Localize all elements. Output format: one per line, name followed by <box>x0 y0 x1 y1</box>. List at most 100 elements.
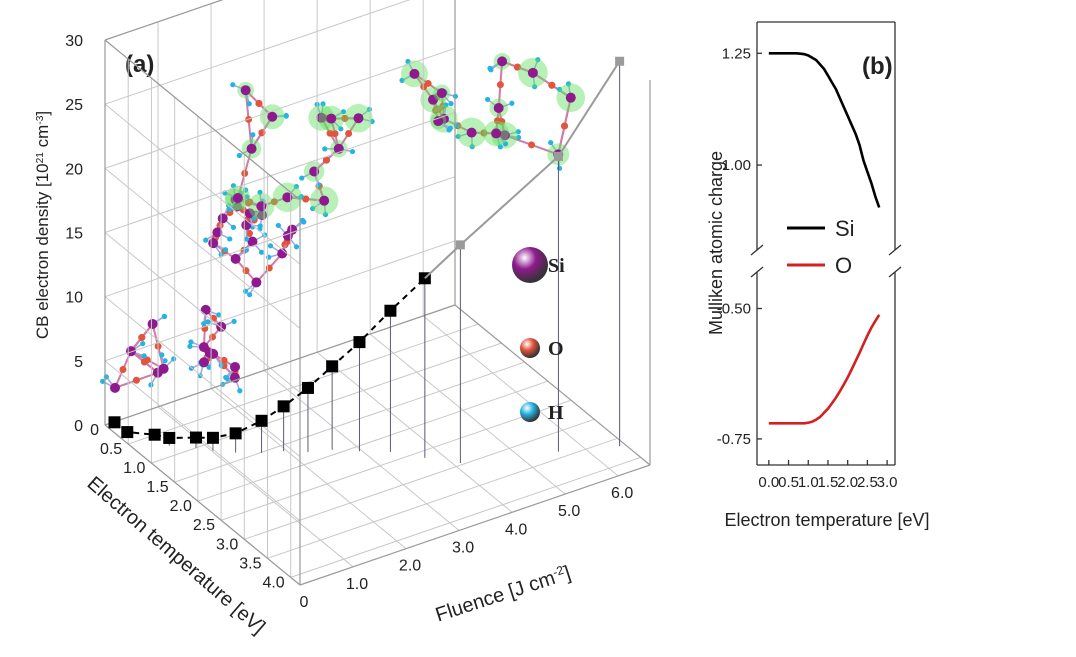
data-point <box>121 426 133 438</box>
z-axis-title-part: -3 <box>35 115 46 124</box>
molecule-atom <box>437 88 447 98</box>
data-point <box>149 429 161 441</box>
molecule-atom <box>326 114 336 124</box>
molecule-atom <box>237 153 242 158</box>
molecule-atom <box>266 264 273 271</box>
molecule-atom <box>223 247 228 252</box>
panel-label: (a) <box>125 51 154 78</box>
y-tick-label: 1.5 <box>146 479 168 496</box>
grid-line <box>423 316 618 476</box>
x-tick-label: 3.0 <box>452 539 474 556</box>
molecule-atom <box>201 305 211 315</box>
molecule-atom <box>141 358 148 365</box>
grid-line <box>244 419 594 539</box>
x-axis-title-part: Fluence [J cm <box>433 567 558 626</box>
z-axis-title-part: cm <box>33 125 52 152</box>
atom-legend-marker <box>520 338 540 358</box>
molecule-atom <box>231 225 236 230</box>
molecule-atom <box>250 132 255 137</box>
molecule-atom <box>208 349 218 359</box>
x-tick-label: 2.0 <box>399 558 421 575</box>
molecule-atom <box>241 85 251 95</box>
grid-line <box>105 241 455 361</box>
molecule-atom <box>162 314 167 319</box>
x-tick-label: 4.0 <box>505 521 527 538</box>
molecule-atom <box>203 238 208 243</box>
molecule-atom <box>258 223 263 228</box>
data-point <box>207 432 219 444</box>
molecule-atom <box>138 334 145 341</box>
y-tick-label: 0 <box>90 422 99 439</box>
molecule-atom <box>557 166 562 171</box>
z-axis-title-part: CB electron density [10 <box>33 163 52 339</box>
molecule-atom <box>266 255 271 260</box>
atom-legend-label: Si <box>548 255 565 277</box>
molecule-atom <box>528 68 538 78</box>
molecule-atom <box>247 101 252 106</box>
data-point <box>302 382 314 394</box>
molecule-atom <box>243 289 248 294</box>
molecule-atom <box>287 225 297 235</box>
molecule-atom <box>276 223 281 228</box>
molecule-atom <box>187 344 192 349</box>
data-point <box>384 305 396 317</box>
x-axis-title: Electron temperature [eV] <box>724 510 929 530</box>
molecule-atom <box>199 357 209 367</box>
molecule-atom <box>566 93 576 103</box>
x-tick-label: 5.0 <box>558 503 580 520</box>
molecule-atom <box>353 113 363 123</box>
data-point <box>163 432 175 444</box>
data-point <box>326 360 338 372</box>
molecule-atom <box>201 321 206 326</box>
molecule-atom <box>448 126 453 131</box>
page: {"chart_data": [ {"type": "scatter3d", "… <box>0 0 1076 657</box>
molecule-atom <box>467 128 477 138</box>
molecule-atom <box>350 149 355 154</box>
z-tick-label: 0 <box>74 418 83 435</box>
molecule-atom <box>208 238 218 248</box>
molecule-atom <box>231 319 236 324</box>
y-tick-label: 3.0 <box>216 536 238 553</box>
figure: (a) (b) Electron temperature [eV] Mullik… <box>0 0 1076 657</box>
x-tick-label: 2.0 <box>837 474 858 491</box>
legend-label: O <box>835 253 852 278</box>
molecule-atom <box>259 250 264 255</box>
grid-line <box>221 400 571 520</box>
x-tick-label: 1.5 <box>818 474 839 491</box>
series-line <box>460 61 619 245</box>
atom-legend-label: O <box>548 338 564 360</box>
molecule-atom <box>148 382 153 387</box>
molecule-atom <box>251 277 261 287</box>
z-tick-label: 25 <box>65 97 83 114</box>
z-tick-label: 5 <box>74 354 83 371</box>
z-axis-title-part: 21 <box>35 152 46 164</box>
legend-label: Si <box>835 216 855 241</box>
x-tick-label: 0.5 <box>778 474 799 491</box>
molecule-atom <box>237 388 242 393</box>
molecule-atom <box>255 100 262 107</box>
molecule-atom <box>142 353 147 358</box>
x-tick-label: 6.0 <box>611 485 633 502</box>
molecule-atom <box>494 103 504 113</box>
data-point <box>108 416 120 428</box>
molecule-atom <box>230 362 240 372</box>
x-axis-title: Fluence [J cm-2] <box>433 561 574 626</box>
molecule-atom <box>309 167 319 177</box>
molecule-atom <box>319 196 329 206</box>
molecule-atom <box>227 236 232 241</box>
molecule-atom <box>322 146 327 151</box>
molecule-atom <box>241 220 251 230</box>
molecule-atom <box>268 243 273 248</box>
box-edge <box>300 465 650 585</box>
molecule-atom <box>491 128 501 138</box>
x-tick-label: 0 <box>300 594 309 611</box>
molecule-atom <box>148 319 158 329</box>
data-point <box>615 57 624 66</box>
x-tick-label: 1.0 <box>798 474 819 491</box>
molecule-atom <box>345 130 352 137</box>
grid-line <box>105 361 300 521</box>
grid-line <box>105 113 455 233</box>
y-tick-label: 1.00 <box>722 157 751 174</box>
grid-line <box>198 381 548 501</box>
x-tick-label: 1.0 <box>346 576 368 593</box>
